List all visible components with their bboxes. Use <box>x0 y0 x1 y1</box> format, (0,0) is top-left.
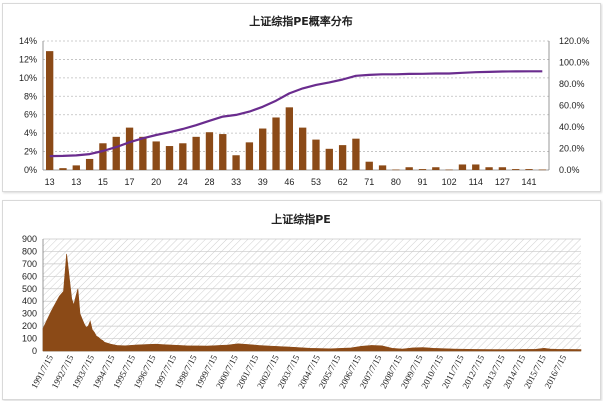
bar <box>285 107 294 170</box>
x-tick-label: 15 <box>98 177 108 187</box>
x-tick-label: 24 <box>178 177 188 187</box>
bar <box>538 169 547 171</box>
bar <box>365 161 373 170</box>
chart-title: 上证综指PE <box>271 212 331 226</box>
y-right-tick-label: 40.0% <box>559 122 585 132</box>
bar <box>325 148 333 170</box>
y-tick-label: 100 <box>22 334 37 344</box>
bar <box>112 136 120 170</box>
bar <box>485 167 493 170</box>
x-tick-label: 33 <box>231 177 241 187</box>
y-right-tick-label: 0.0% <box>559 165 580 175</box>
bar <box>312 139 320 170</box>
y-left-tick-label: 2% <box>24 147 37 157</box>
y-tick-label: 700 <box>22 259 37 269</box>
cumulative-line <box>49 70 543 158</box>
pe-area <box>42 253 582 352</box>
bar <box>378 165 387 170</box>
chart-title: 上证综指PE概率分布 <box>249 14 353 28</box>
bar <box>205 132 214 170</box>
y-tick-label: 300 <box>22 309 37 319</box>
x-tick-label: 53 <box>311 177 321 187</box>
pe-distribution-chart: 上证综指PE概率分布 0% 2% 4% 6% 8% 10% 12% 14% 0.0% 20.0%… <box>19 14 590 187</box>
bar <box>245 142 254 170</box>
x-tick-label: 141 <box>522 177 537 187</box>
bar <box>525 169 533 170</box>
bar <box>512 169 520 170</box>
bar <box>99 143 107 170</box>
y-tick-label: 0 <box>32 346 37 356</box>
bar <box>192 136 200 170</box>
bar <box>472 164 480 170</box>
x-tick-label: 71 <box>364 177 374 187</box>
y-tick-label: 600 <box>22 271 37 281</box>
y-right-tick-label: 100.0% <box>559 58 590 68</box>
bar <box>445 169 453 171</box>
x-tick-label: 13 <box>45 177 55 187</box>
bar <box>392 169 400 171</box>
x-tick-label: 46 <box>284 177 294 187</box>
bar <box>152 141 160 170</box>
y-right-tick-label: 20.0% <box>559 144 585 154</box>
pe-history-chart-panel: 上证综指PE 0 100 200 300 400 500 600 700 800 900 1991… <box>2 200 601 400</box>
bar <box>59 168 67 170</box>
bar <box>179 143 187 170</box>
y-tick-label: 400 <box>22 296 37 306</box>
bar <box>432 167 440 170</box>
y-left-tick-label: 0% <box>24 165 37 175</box>
bar <box>405 167 413 170</box>
bar <box>259 128 267 170</box>
x-tick-label: 80 <box>391 177 401 187</box>
bar <box>498 167 507 170</box>
y-tick-label: 500 <box>22 284 37 294</box>
x-tick-label: 28 <box>204 177 214 187</box>
x-tick-label: 13 <box>71 177 81 187</box>
pe-distribution-chart-panel: 上证综指PE概率分布 0% 2% 4% 6% 8% 10% 12% 14% 0.0% 20.0%… <box>2 3 601 192</box>
y-tick-label: 900 <box>22 234 37 244</box>
x-tick-label: 20 <box>151 177 161 187</box>
y-left-tick-label: 6% <box>24 110 37 120</box>
bar <box>219 134 227 170</box>
plot-area-background <box>43 239 581 351</box>
bar <box>458 164 467 170</box>
y-left-tick-label: 8% <box>24 91 37 101</box>
x-tick-label: 127 <box>495 177 510 187</box>
y-right-tick-label: 120.0% <box>559 36 590 46</box>
bar <box>139 136 147 170</box>
y-left-tick-label: 12% <box>19 54 37 64</box>
bar <box>45 51 54 171</box>
bar <box>165 146 174 170</box>
bar <box>232 155 240 170</box>
y-left-tick-label: 10% <box>19 73 37 83</box>
bar <box>418 169 427 170</box>
y-tick-label: 200 <box>22 321 37 331</box>
bar <box>298 127 307 170</box>
bar <box>338 145 347 170</box>
x-tick-label: 102 <box>442 177 457 187</box>
y-right-tick-label: 60.0% <box>559 101 585 111</box>
x-tick-label: 114 <box>469 177 483 187</box>
x-tick-label: 62 <box>338 177 348 187</box>
bar <box>125 127 134 170</box>
y-left-tick-label: 14% <box>19 36 37 46</box>
y-left-tick-label: 4% <box>24 128 37 138</box>
bar <box>352 138 360 170</box>
y-right-tick-label: 80.0% <box>559 79 585 89</box>
bar <box>272 117 280 170</box>
x-tick-label: 17 <box>125 177 135 187</box>
y-tick-label: 800 <box>22 246 37 256</box>
bar <box>72 165 80 170</box>
x-tick-label: 91 <box>417 177 427 187</box>
x-tick-label: 39 <box>258 177 268 187</box>
bar <box>85 158 94 170</box>
